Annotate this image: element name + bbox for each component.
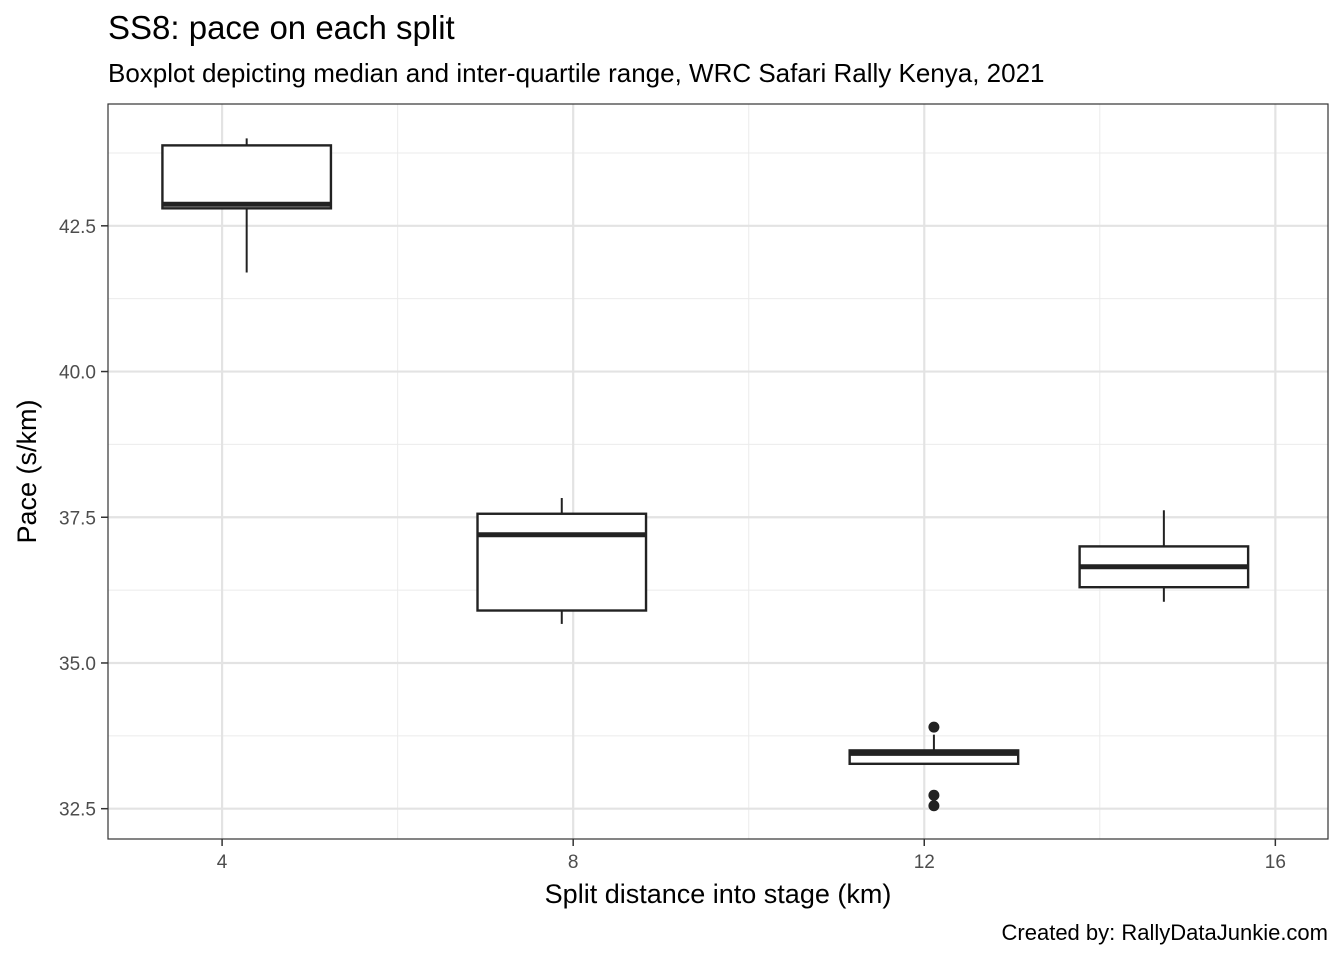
outlier-point xyxy=(928,800,940,812)
y-tick-label: 37.5 xyxy=(59,508,96,529)
major-gridlines xyxy=(108,104,1328,839)
x-axis: 4 8 12 16 xyxy=(217,839,1286,873)
y-axis: 32.5 35.0 37.5 40.0 42.5 xyxy=(59,217,108,821)
chart-subtitle: Boxplot depicting median and inter-quart… xyxy=(108,58,1045,88)
box-2 xyxy=(476,498,648,624)
caption-credit: Created by: RallyDataJunkie.com xyxy=(1001,920,1328,945)
x-tick-label: 12 xyxy=(914,852,935,873)
iqr-box xyxy=(161,144,333,210)
x-tick-label: 8 xyxy=(568,852,579,873)
outlier-point xyxy=(928,789,940,801)
minor-gridlines xyxy=(108,104,1328,839)
y-tick-label: 42.5 xyxy=(59,217,96,238)
box-1 xyxy=(161,138,333,273)
y-tick-label: 35.0 xyxy=(59,654,96,675)
panel-border xyxy=(107,103,1329,840)
x-tick-label: 4 xyxy=(217,852,228,873)
outlier-point xyxy=(928,721,940,733)
box-3 xyxy=(848,721,1020,812)
x-axis-title: Split distance into stage (km) xyxy=(545,879,892,909)
box-4 xyxy=(1078,510,1250,602)
x-tick-label: 16 xyxy=(1265,852,1286,873)
iqr-box xyxy=(476,512,648,612)
y-tick-label: 32.5 xyxy=(59,800,96,821)
y-tick-label: 40.0 xyxy=(59,363,96,384)
chart-title: SS8: pace on each split xyxy=(108,9,455,46)
box-series xyxy=(161,138,1250,812)
y-axis-title: Pace (s/km) xyxy=(12,399,42,543)
